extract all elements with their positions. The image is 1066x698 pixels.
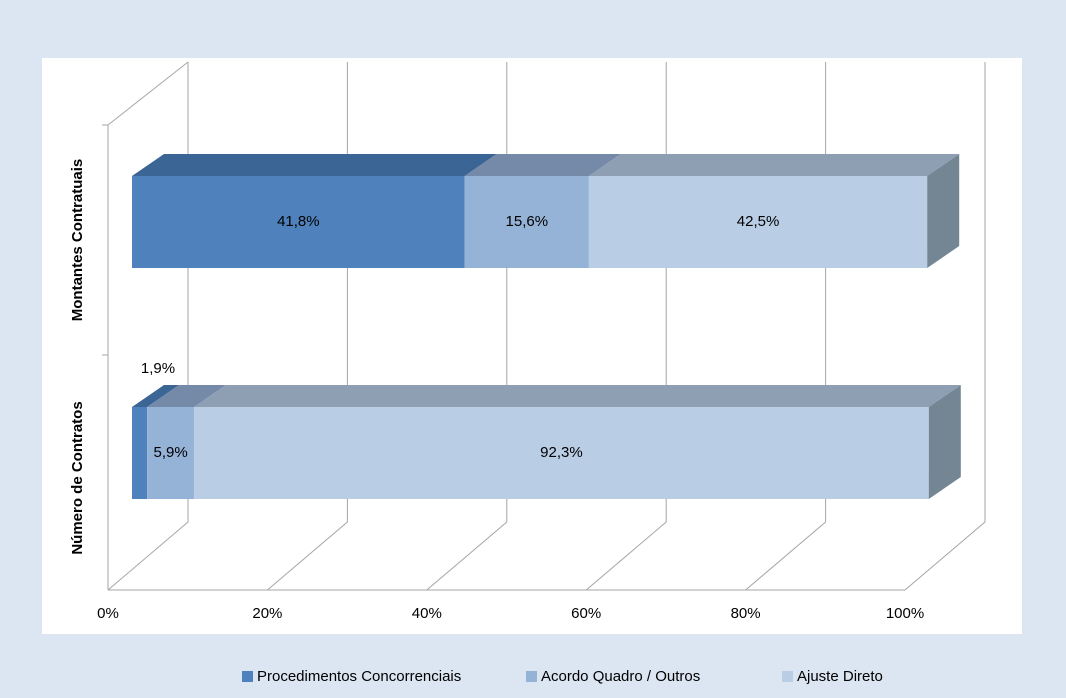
data-label: 41,8%: [277, 213, 320, 230]
legend-label: Acordo Quadro / Outros: [541, 668, 700, 685]
x-tick-label: 0%: [97, 605, 119, 622]
bar-top: [194, 385, 961, 407]
legend-label: Ajuste Direto: [797, 668, 883, 685]
x-tick-label: 80%: [731, 605, 761, 622]
bar-end: [927, 154, 960, 268]
bar: [147, 407, 195, 499]
data-label: 42,5%: [737, 213, 780, 230]
bar: [132, 176, 465, 268]
bar-top: [132, 154, 497, 176]
bar-top: [147, 385, 227, 407]
data-label: 92,3%: [540, 444, 583, 461]
x-tick-label: 40%: [412, 605, 442, 622]
bar-end: [928, 385, 961, 499]
bar: [132, 407, 148, 499]
bar-top: [132, 385, 180, 407]
x-tick-label: 100%: [886, 605, 924, 622]
legend-label: Procedimentos Concorrenciais: [257, 668, 461, 685]
x-tick-label: 20%: [252, 605, 282, 622]
legend-swatch: [526, 671, 537, 682]
data-label: 5,9%: [154, 444, 188, 461]
bar: [194, 407, 929, 499]
axis-line: [107, 61, 189, 126]
x-tick-label: 60%: [571, 605, 601, 622]
y-category-label: Montantes Contratuais: [69, 159, 86, 322]
legend-swatch: [782, 671, 793, 682]
bar: [588, 176, 928, 268]
data-label: 1,9%: [141, 360, 175, 377]
bar: [464, 176, 589, 268]
plot-area: [42, 58, 1022, 634]
data-label: 15,6%: [506, 213, 549, 230]
bar-top: [464, 154, 621, 176]
legend-swatch: [242, 671, 253, 682]
grid-line: [904, 62, 986, 591]
y-category-label: Número de Contratos: [69, 401, 86, 554]
bar-top: [588, 154, 960, 176]
